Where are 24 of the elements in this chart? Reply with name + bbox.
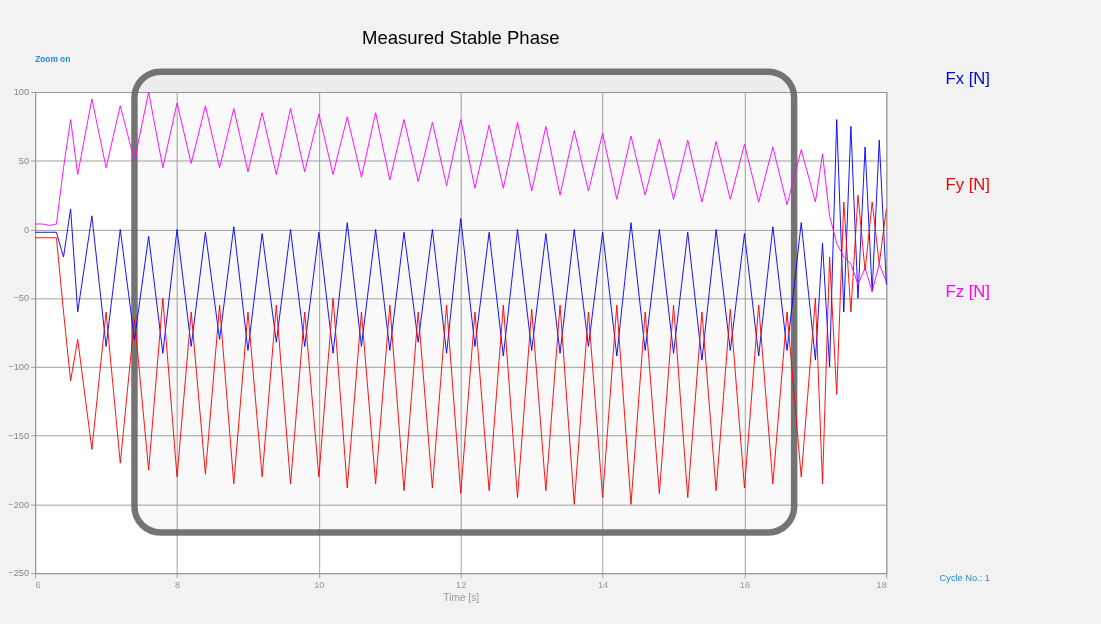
x-axis-title: Time [s] — [443, 592, 480, 604]
x-tick-label: 10 — [314, 579, 325, 590]
line-series — [34, 119, 887, 368]
text: Cycle No.: 1 — [939, 572, 990, 583]
y-tick-label: −100 — [8, 362, 30, 373]
y-tick-label: 0 — [23, 224, 30, 235]
x-tick-label: 12 — [456, 579, 467, 590]
x-tick-label: 6 — [35, 579, 41, 590]
x-tick-label: 18 — [876, 579, 887, 590]
x-tick-label: 16 — [739, 579, 751, 590]
y-tick-label: −150 — [8, 430, 30, 441]
y-tick-label: 100 — [13, 87, 30, 98]
y-tick-label: −50 — [13, 293, 30, 304]
y-tick-label: −250 — [8, 568, 30, 579]
line-series — [34, 194, 887, 505]
y-tick-label: −200 — [8, 499, 30, 510]
text: Fy [N] — [945, 175, 990, 195]
x-tick-label: 8 — [174, 579, 181, 590]
text: Fx [N] — [945, 68, 990, 88]
text: Zoom on — [35, 53, 71, 64]
x-tick-label: 14 — [597, 579, 609, 590]
text: Fz [N] — [945, 281, 990, 301]
chart-title: Measured Stable Phase — [362, 26, 560, 48]
y-tick-label: 50 — [18, 156, 30, 167]
